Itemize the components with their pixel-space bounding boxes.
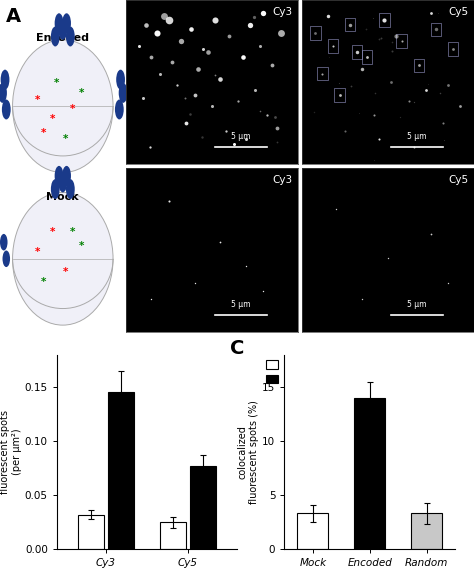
Ellipse shape [55, 166, 64, 186]
Bar [335, 88, 345, 102]
Text: *: * [79, 240, 84, 251]
Text: Cy5: Cy5 [449, 6, 469, 17]
Text: *: * [70, 105, 75, 114]
Bar [431, 22, 441, 36]
Text: 5 μm: 5 μm [407, 300, 427, 309]
Bar [78, 515, 104, 549]
Text: *: * [63, 267, 68, 277]
Bar [354, 398, 385, 549]
Ellipse shape [62, 166, 71, 186]
Text: *: * [70, 227, 75, 237]
Text: *: * [50, 227, 55, 237]
Ellipse shape [58, 173, 67, 192]
Y-axis label: density of
fluorescent spots
(per μm²): density of fluorescent spots (per μm²) [0, 410, 22, 494]
Ellipse shape [118, 83, 128, 103]
Bar [310, 26, 320, 39]
Bar [345, 18, 355, 31]
Bar [411, 514, 442, 549]
Text: Cy3: Cy3 [273, 6, 293, 17]
Text: A: A [6, 7, 21, 26]
Text: *: * [50, 114, 55, 125]
Text: 5 μm: 5 μm [407, 132, 427, 141]
Text: C: C [230, 339, 244, 358]
Ellipse shape [12, 40, 113, 173]
Bar [317, 67, 328, 81]
Text: *: * [79, 88, 84, 98]
Text: Encoded: Encoded [36, 33, 89, 43]
Text: *: * [54, 78, 59, 88]
Text: 5 μm: 5 μm [231, 300, 251, 309]
Bar [352, 46, 362, 59]
Ellipse shape [58, 20, 67, 40]
Bar [160, 522, 186, 549]
Legend: Mock, Encoded: Mock, Encoded [262, 356, 331, 388]
Ellipse shape [66, 26, 75, 46]
Bar [448, 42, 458, 56]
Text: *: * [41, 277, 46, 287]
Text: *: * [41, 128, 46, 138]
Ellipse shape [66, 179, 75, 199]
Text: Mock: Mock [46, 192, 79, 202]
Bar [379, 13, 390, 26]
Bar [108, 392, 134, 549]
Text: Cy5: Cy5 [449, 174, 469, 185]
Ellipse shape [55, 13, 64, 33]
Ellipse shape [62, 13, 71, 33]
Ellipse shape [51, 26, 60, 46]
Bar [297, 514, 328, 549]
Text: 5 μm: 5 μm [231, 132, 251, 141]
Text: Cy3: Cy3 [273, 174, 293, 185]
Ellipse shape [0, 70, 9, 90]
Bar [396, 34, 407, 48]
Text: *: * [35, 247, 40, 257]
Bar [414, 58, 424, 72]
Ellipse shape [2, 100, 11, 120]
Text: *: * [35, 94, 40, 105]
Ellipse shape [116, 70, 125, 90]
Ellipse shape [115, 100, 124, 120]
Bar [362, 50, 373, 64]
Text: *: * [63, 134, 68, 144]
Ellipse shape [2, 251, 10, 267]
Ellipse shape [51, 179, 60, 199]
Y-axis label: colocalized
fluorescent spots (%): colocalized fluorescent spots (%) [238, 400, 259, 504]
Ellipse shape [0, 234, 8, 251]
Bar [328, 39, 338, 53]
Ellipse shape [0, 83, 7, 103]
Bar [190, 466, 216, 549]
Ellipse shape [12, 192, 113, 325]
